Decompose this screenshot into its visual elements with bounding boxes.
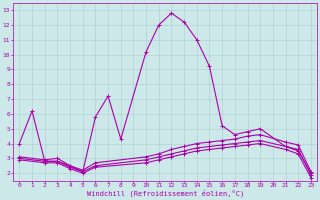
X-axis label: Windchill (Refroidissement éolien,°C): Windchill (Refroidissement éolien,°C) <box>86 190 244 197</box>
